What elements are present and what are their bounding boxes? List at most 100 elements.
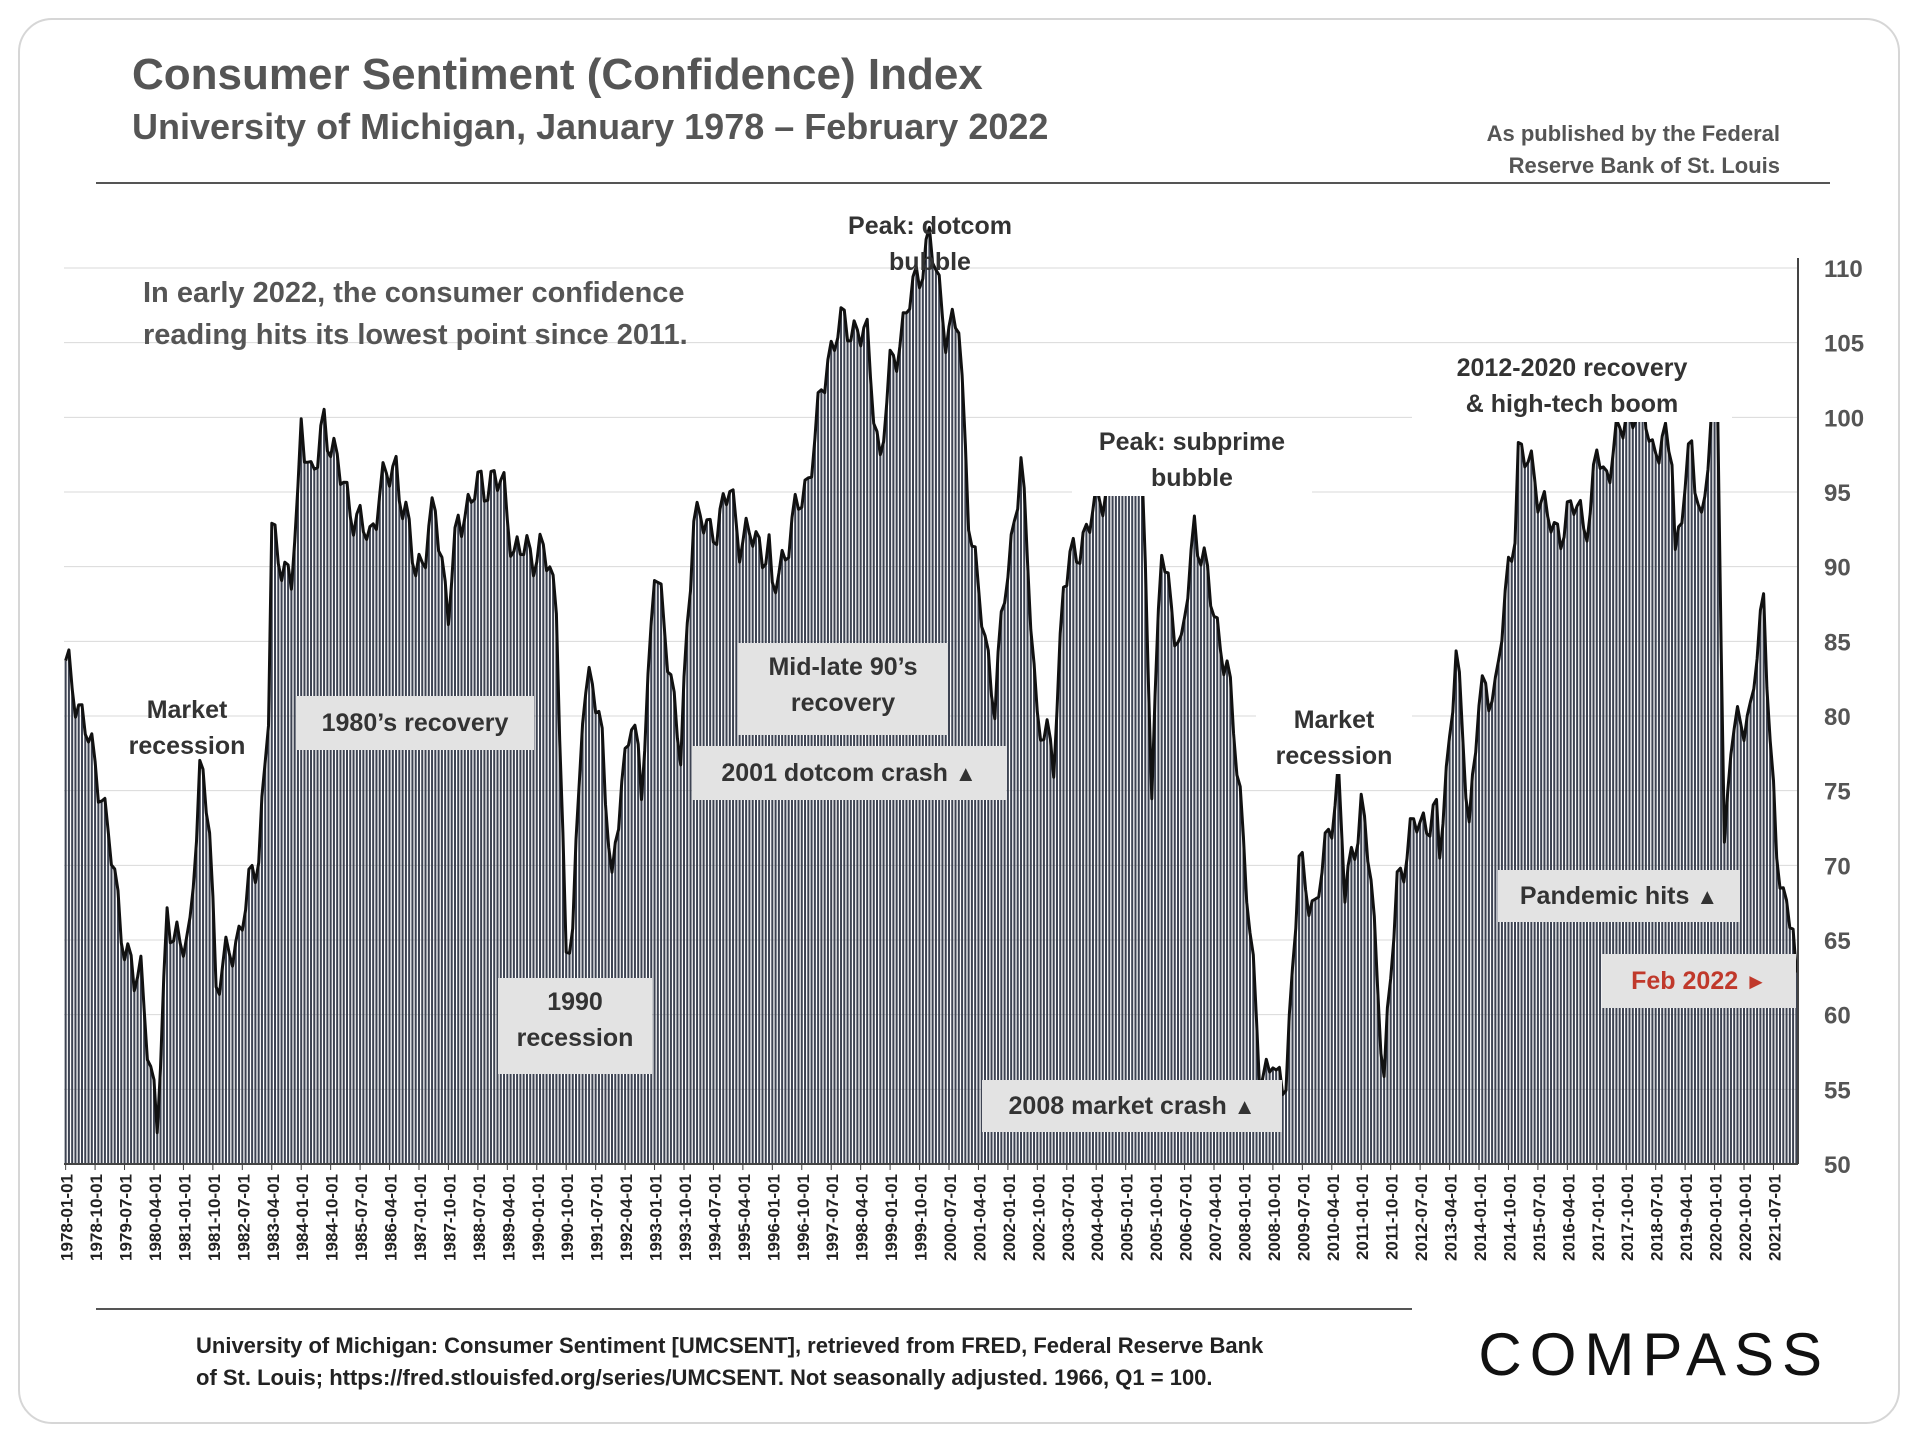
bar	[401, 518, 404, 1164]
bar	[771, 582, 774, 1164]
x-tick-label: 2012-07-01	[1412, 1174, 1431, 1261]
bar	[1111, 480, 1114, 1164]
bar	[1599, 468, 1602, 1165]
bar	[951, 309, 954, 1164]
annotation-2001-dotcom-crash: 2001 dotcom crash ▲	[692, 746, 1006, 800]
bar	[489, 471, 492, 1164]
bar	[1033, 663, 1036, 1164]
bar	[251, 865, 254, 1164]
x-tick-label: 1998-04-01	[853, 1174, 872, 1261]
bar	[1402, 881, 1405, 1164]
bar	[1373, 916, 1376, 1164]
x-tick-label: 1978-01-01	[58, 1174, 77, 1261]
bar	[1451, 712, 1454, 1164]
bar	[1180, 634, 1183, 1164]
bar	[1127, 482, 1130, 1164]
bar	[1353, 859, 1356, 1164]
bar	[1481, 675, 1484, 1164]
x-tick-label: 2013-04-01	[1442, 1174, 1461, 1261]
bar	[970, 546, 973, 1164]
bar	[862, 327, 865, 1165]
annotation-90s-recovery: Mid-late 90’s recovery	[738, 643, 948, 735]
y-tick-label: 60	[1824, 1003, 1851, 1030]
bar	[676, 738, 679, 1164]
bar	[1566, 501, 1569, 1164]
bar	[100, 801, 103, 1164]
bar	[1412, 818, 1415, 1164]
bar	[1556, 524, 1559, 1164]
bar	[208, 832, 211, 1164]
bar	[1383, 1076, 1386, 1164]
bar	[431, 497, 434, 1165]
bar	[336, 453, 339, 1164]
bar	[123, 959, 126, 1164]
y-tick-label: 55	[1824, 1077, 1851, 1104]
bar	[1461, 736, 1464, 1164]
bar	[1608, 482, 1611, 1164]
bar	[699, 515, 702, 1164]
annotation-line: bubble	[889, 248, 971, 276]
bar	[359, 505, 362, 1164]
annotation-text: 2001 dotcom crash	[721, 759, 948, 787]
x-tick-label: 1979-07-01	[117, 1174, 136, 1261]
bar	[306, 462, 309, 1164]
bar	[133, 990, 136, 1164]
bar	[584, 692, 587, 1164]
bar	[993, 718, 996, 1164]
bar	[385, 472, 388, 1164]
bar	[1108, 469, 1111, 1164]
annotation-market-recession-1: Market recession	[112, 692, 262, 764]
bar	[1356, 843, 1359, 1164]
bar	[1252, 954, 1255, 1164]
bar	[1677, 526, 1680, 1164]
bar	[378, 494, 381, 1164]
x-tick-label: 1987-10-01	[440, 1174, 459, 1261]
x-tick-label: 2011-01-01	[1353, 1174, 1372, 1260]
bar	[947, 326, 951, 1164]
bar	[1582, 528, 1585, 1164]
bar	[1671, 465, 1674, 1165]
x-tick-label: 1986-04-01	[382, 1174, 401, 1261]
bar	[555, 613, 558, 1164]
bar	[1324, 832, 1327, 1164]
bar	[1442, 823, 1445, 1164]
x-tick-label: 1981-01-01	[175, 1174, 194, 1261]
bar	[509, 556, 512, 1164]
annotation-2012-recovery: 2012-2020 recovery & high-tech boom	[1412, 350, 1732, 422]
bar	[90, 733, 93, 1164]
x-tick-label: 1999-10-01	[912, 1174, 931, 1261]
bar	[1563, 537, 1566, 1164]
bar	[1019, 457, 1022, 1165]
bar	[1235, 775, 1238, 1164]
bar	[1664, 423, 1667, 1164]
bar	[1602, 466, 1605, 1164]
bar	[1474, 752, 1477, 1164]
x-tick-label: 1993-01-01	[647, 1174, 666, 1261]
y-tick-label: 100	[1824, 405, 1864, 432]
bar	[1190, 549, 1193, 1164]
bar	[1078, 563, 1081, 1164]
x-tick-label: 1981-10-01	[205, 1174, 224, 1261]
bar	[552, 575, 555, 1164]
bar	[715, 544, 718, 1164]
bar	[1294, 928, 1297, 1164]
bar	[525, 535, 528, 1164]
bar	[411, 562, 414, 1164]
bar	[1183, 617, 1186, 1164]
y-tick-label: 105	[1824, 331, 1864, 358]
bar	[1635, 420, 1638, 1164]
bar	[1759, 610, 1762, 1164]
x-tick-label: 2003-07-01	[1059, 1174, 1078, 1261]
y-tick-label: 50	[1824, 1152, 1851, 1179]
bar	[1232, 733, 1235, 1164]
bar	[329, 456, 332, 1164]
bar	[1216, 617, 1219, 1164]
bar	[983, 635, 986, 1164]
bar	[221, 964, 224, 1164]
bar	[414, 575, 417, 1164]
bar	[110, 864, 113, 1164]
bar	[774, 592, 777, 1164]
bar	[1625, 415, 1628, 1164]
bar	[74, 717, 77, 1164]
source-line-2: of St. Louis; https://fred.stlouisfed.or…	[196, 1365, 1213, 1390]
